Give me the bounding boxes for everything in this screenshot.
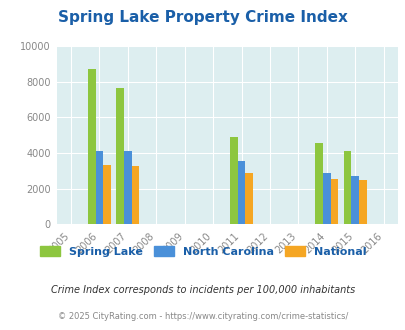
Text: Spring Lake Property Crime Index: Spring Lake Property Crime Index bbox=[58, 10, 347, 25]
Legend: Spring Lake, North Carolina, National: Spring Lake, North Carolina, National bbox=[36, 243, 369, 260]
Bar bbox=[358, 180, 366, 224]
Bar bbox=[245, 173, 252, 224]
Bar bbox=[88, 69, 96, 224]
Bar bbox=[103, 165, 111, 224]
Bar bbox=[116, 88, 124, 224]
Bar bbox=[351, 176, 358, 224]
Bar bbox=[96, 151, 103, 224]
Bar bbox=[315, 143, 322, 224]
Bar bbox=[230, 137, 237, 224]
Text: © 2025 CityRating.com - https://www.cityrating.com/crime-statistics/: © 2025 CityRating.com - https://www.city… bbox=[58, 312, 347, 321]
Bar bbox=[322, 173, 330, 224]
Text: Crime Index corresponds to incidents per 100,000 inhabitants: Crime Index corresponds to incidents per… bbox=[51, 285, 354, 295]
Bar bbox=[343, 151, 351, 224]
Bar bbox=[131, 166, 139, 224]
Bar bbox=[330, 179, 337, 224]
Bar bbox=[237, 161, 245, 224]
Bar bbox=[124, 151, 131, 224]
